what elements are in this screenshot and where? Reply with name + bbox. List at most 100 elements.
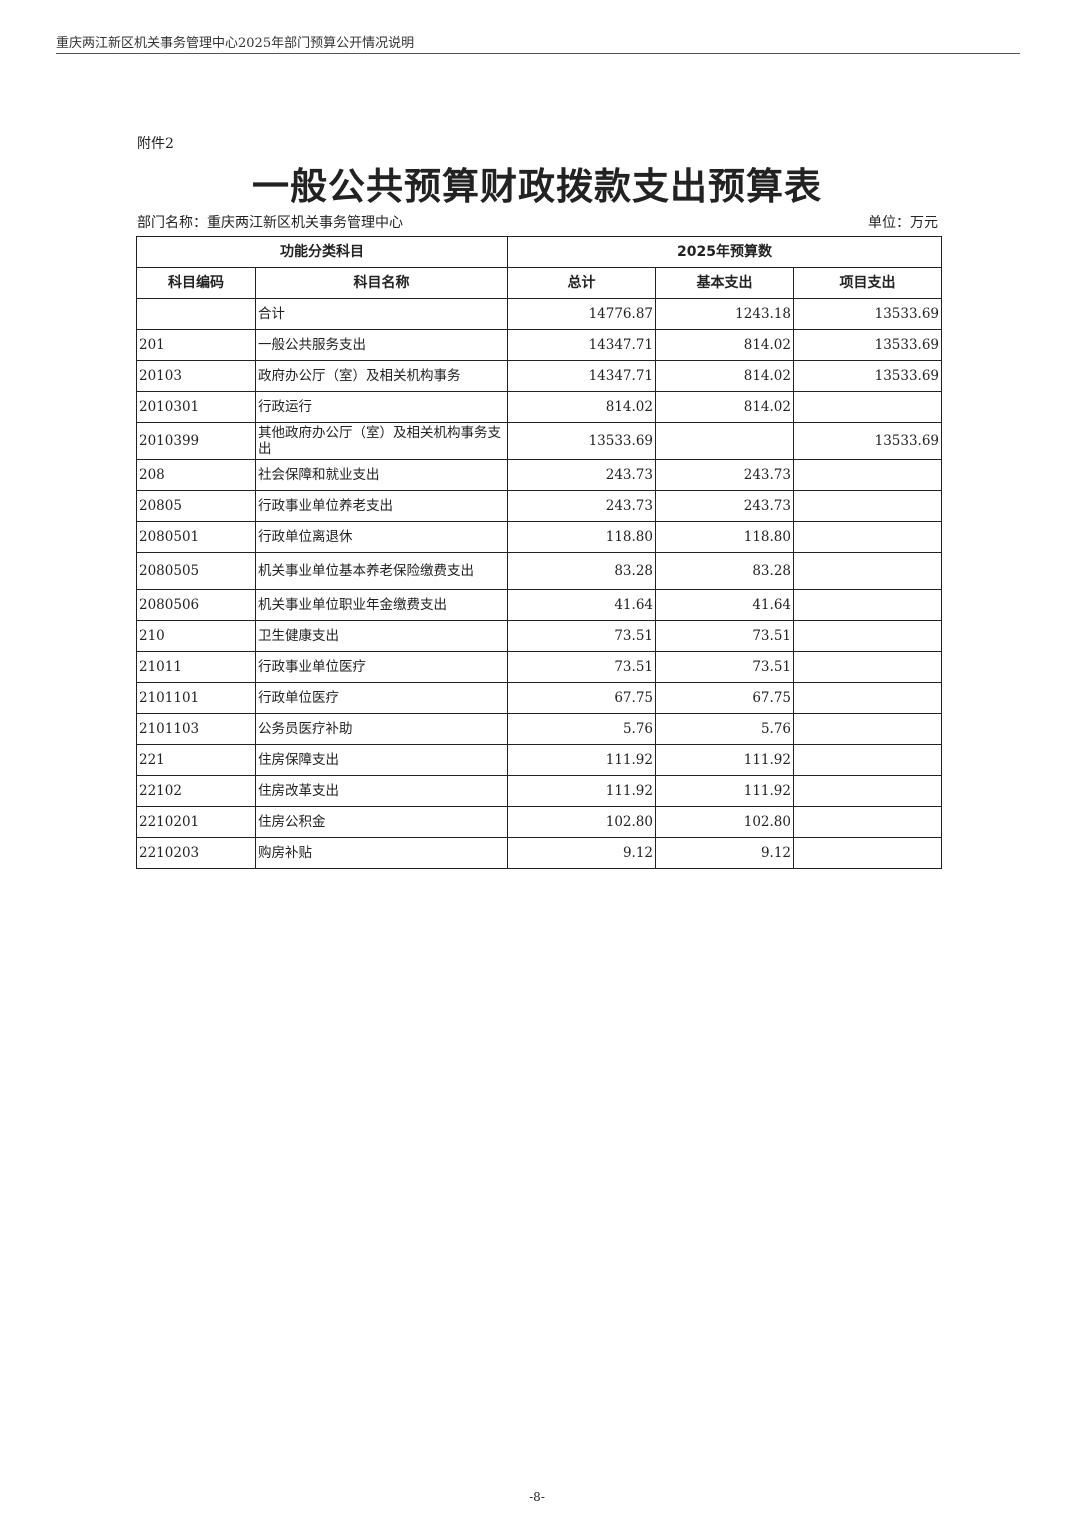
- cell-name: 一般公共服务支出: [255, 329, 508, 361]
- cell-code: 210: [136, 620, 256, 652]
- cell-code: 2080505: [136, 552, 256, 590]
- cell-project: [792, 651, 943, 683]
- table-row: 208 社会保障和就业支出 243.73 243.73: [136, 459, 943, 491]
- cell-name: 政府办公厅（室）及相关机构事务: [255, 360, 508, 392]
- table-row: 2010301 行政运行 814.02 814.02: [136, 391, 943, 423]
- cell-name: 卫生健康支出: [255, 620, 508, 652]
- cell-total: 14347.71: [507, 360, 656, 392]
- running-header: 重庆两江新区机关事务管理中心2025年部门预算公开情况说明: [56, 36, 415, 51]
- table-row: 221 住房保障支出 111.92 111.92: [136, 744, 943, 776]
- cell-code: 21011: [136, 651, 256, 683]
- cell-code: 2080501: [136, 521, 256, 553]
- cell-total: 111.92: [507, 775, 656, 807]
- cell-basic: 243.73: [655, 490, 794, 522]
- table-row: 2010399 其他政府办公厅（室）及相关机构事务支出 13533.69 13533.…: [136, 422, 943, 460]
- cell-basic: 9.12: [655, 837, 794, 869]
- cell-basic: 118.80: [655, 521, 794, 553]
- cell-code: 20103: [136, 360, 256, 392]
- cell-project: 13533.69: [792, 298, 943, 330]
- column-header-project: 项目支出: [792, 267, 943, 299]
- cell-code: 2101101: [136, 682, 256, 714]
- cell-basic: [655, 422, 794, 460]
- table-row: 21011 行政事业单位医疗 73.51 73.51: [136, 651, 943, 683]
- cell-code: 22102: [136, 775, 256, 807]
- cell-basic: 73.51: [655, 651, 794, 683]
- cell-code: 201: [136, 329, 256, 361]
- cell-name: 行政事业单位医疗: [255, 651, 508, 683]
- cell-basic: 814.02: [655, 360, 794, 392]
- cell-basic: 243.73: [655, 459, 794, 491]
- page-number: -8-: [529, 1490, 545, 1504]
- attachment-label: 附件2: [137, 136, 174, 152]
- table-row: 201 一般公共服务支出 14347.71 814.02 13533.69: [136, 329, 943, 361]
- table-row: 2210201 住房公积金 102.80 102.80: [136, 806, 943, 838]
- column-header-row: 科目编码 科目名称 总计 基本支出 项目支出: [136, 267, 943, 299]
- cell-name: 住房改革支出: [255, 775, 508, 807]
- cell-total: 814.02: [507, 391, 656, 423]
- cell-project: [792, 806, 943, 838]
- cell-code: 2010399: [136, 422, 256, 460]
- cell-code: 221: [136, 744, 256, 776]
- cell-total: 83.28: [507, 552, 656, 590]
- cell-name: 购房补贴: [255, 837, 508, 869]
- cell-project: [792, 552, 943, 590]
- budget-table: 功能分类科目 2025年预算数 科目编码 科目名称 总计 基本支出 项目支出 合…: [136, 236, 943, 869]
- cell-code: 2101103: [136, 713, 256, 745]
- unit-label: 单位：万元: [868, 215, 938, 231]
- table-row: 2101103 公务员医疗补助 5.76 5.76: [136, 713, 943, 745]
- table-row: 2080505 机关事业单位基本养老保险缴费支出 83.28 83.28: [136, 552, 943, 590]
- cell-basic: 814.02: [655, 391, 794, 423]
- column-header-total: 总计: [507, 267, 656, 299]
- table-row: 20103 政府办公厅（室）及相关机构事务 14347.71 814.02 13533.…: [136, 360, 943, 392]
- table-row: 2210203 购房补贴 9.12 9.12: [136, 837, 943, 869]
- cell-project: [792, 391, 943, 423]
- cell-name: 行政单位医疗: [255, 682, 508, 714]
- cell-project: [792, 521, 943, 553]
- column-header-name: 科目名称: [255, 267, 508, 299]
- cell-name: 机关事业单位基本养老保险缴费支出: [255, 552, 508, 590]
- cell-name: 住房保障支出: [255, 744, 508, 776]
- cell-name: 行政运行: [255, 391, 508, 423]
- cell-total: 243.73: [507, 459, 656, 491]
- table-row: 2080506 机关事业单位职业年金缴费支出 41.64 41.64: [136, 589, 943, 621]
- document-title: 一般公共预算财政拨款支出预算表: [252, 165, 822, 208]
- cell-total: 111.92: [507, 744, 656, 776]
- cell-total: 14776.87: [507, 298, 656, 330]
- table-row: 22102 住房改革支出 111.92 111.92: [136, 775, 943, 807]
- cell-project: [792, 713, 943, 745]
- cell-project: 13533.69: [792, 422, 943, 460]
- header-divider: [56, 53, 1020, 54]
- table-row: 2101101 行政单位医疗 67.75 67.75: [136, 682, 943, 714]
- cell-total: 73.51: [507, 620, 656, 652]
- cell-code: 2010301: [136, 391, 256, 423]
- cell-project: 13533.69: [792, 329, 943, 361]
- cell-project: [792, 490, 943, 522]
- cell-project: [792, 682, 943, 714]
- cell-name: 合计: [255, 298, 508, 330]
- column-header-code: 科目编码: [136, 267, 256, 299]
- cell-basic: 111.92: [655, 744, 794, 776]
- cell-total: 243.73: [507, 490, 656, 522]
- department-name: 部门名称：重庆两江新区机关事务管理中心: [137, 215, 403, 231]
- cell-total: 118.80: [507, 521, 656, 553]
- table-row: 20805 行政事业单位养老支出 243.73 243.73: [136, 490, 943, 522]
- group-header-budget: 2025年预算数: [506, 236, 943, 268]
- cell-name: 住房公积金: [255, 806, 508, 838]
- cell-project: 13533.69: [792, 360, 943, 392]
- cell-basic: 814.02: [655, 329, 794, 361]
- group-header-function: 功能分类科目: [136, 236, 508, 268]
- cell-name: 社会保障和就业支出: [255, 459, 508, 491]
- cell-code: 20805: [136, 490, 256, 522]
- cell-project: [792, 589, 943, 621]
- cell-name: 其他政府办公厅（室）及相关机构事务支出: [255, 422, 508, 460]
- cell-total: 13533.69: [507, 422, 656, 460]
- table-row: 210 卫生健康支出 73.51 73.51: [136, 620, 943, 652]
- cell-total: 73.51: [507, 651, 656, 683]
- group-header-row: 功能分类科目 2025年预算数: [136, 236, 943, 268]
- table-row: 合计 14776.87 1243.18 13533.69: [136, 298, 943, 330]
- cell-total: 67.75: [507, 682, 656, 714]
- cell-project: [792, 459, 943, 491]
- cell-project: [792, 837, 943, 869]
- cell-basic: 111.92: [655, 775, 794, 807]
- cell-name: 行政单位离退休: [255, 521, 508, 553]
